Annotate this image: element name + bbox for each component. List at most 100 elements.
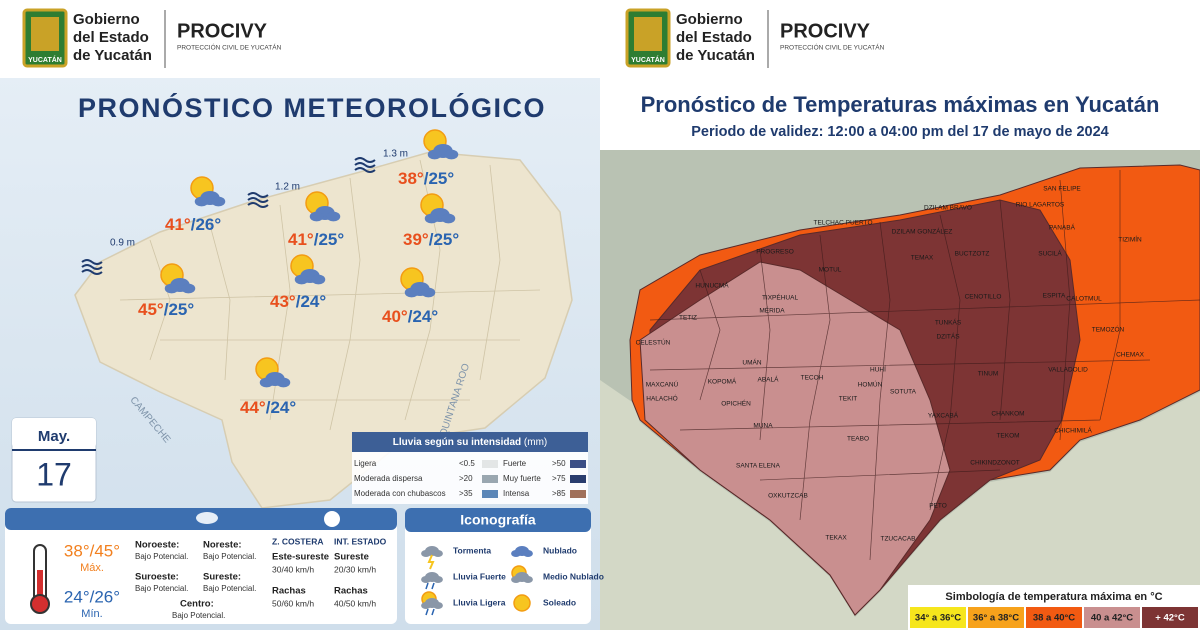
cloud-puff — [211, 196, 226, 207]
brand-subtitle: PROTECCIÓN CIVIL DE YUCATÁN — [780, 43, 885, 52]
cloud-puff — [523, 576, 533, 583]
cloud — [421, 546, 443, 557]
org-name: de Yucatán — [73, 47, 152, 64]
forecast-min: /26° — [191, 215, 222, 234]
place-label: TETIZ — [679, 315, 697, 322]
shield-inner — [31, 17, 59, 51]
cloud — [164, 278, 196, 294]
place-label: TELCHAC PUERTO — [814, 220, 873, 227]
cloud — [424, 208, 456, 224]
gust-label: Rachas — [272, 586, 306, 597]
rain-legend-unit: (mm) — [524, 437, 547, 448]
cloud — [259, 372, 291, 388]
rain-swatch — [482, 490, 498, 498]
left-map-borders — [119, 159, 541, 431]
cloud-puff — [424, 213, 439, 224]
forecast: 44°/24° — [240, 398, 296, 417]
forecast-min: /24° — [266, 398, 297, 417]
region-name: Sureste: — [203, 572, 241, 583]
date-day: 17 — [36, 456, 72, 492]
rain-label: Ligera — [354, 459, 377, 468]
place-label: YAXCABÁ — [928, 411, 959, 420]
rain-label: Moderada con chubascos — [354, 489, 446, 498]
rain-legend-title-bar — [352, 432, 588, 452]
cloud — [511, 572, 533, 583]
legend-swatch — [1142, 607, 1198, 628]
thermo-bulb — [30, 594, 50, 614]
place-label: TZUCACAB — [880, 536, 915, 543]
place-label: PROGRESO — [756, 249, 794, 256]
cloud-puff — [433, 576, 443, 583]
place-label: CHICHIMILÁ — [1054, 426, 1092, 435]
region-name: Noroeste: — [135, 540, 179, 551]
cloud-puff — [421, 602, 431, 609]
legend-swatch — [1084, 607, 1140, 628]
cloud — [511, 546, 533, 557]
cloud-puff — [421, 550, 431, 557]
forecast: 45°/25° — [138, 300, 194, 319]
place-label: MOTUL — [819, 267, 842, 274]
legend-swatch — [1026, 607, 1082, 628]
place-label: ABALÁ — [758, 375, 780, 384]
temp-max: 38°/45° — [64, 541, 120, 560]
region-value: Bajo Potencial. — [203, 552, 256, 561]
forecast-max: 40° — [382, 307, 408, 326]
compass-icon — [324, 511, 340, 527]
place-label: CALOTMUL — [1066, 296, 1102, 303]
shield-inner — [634, 17, 662, 51]
wave-height: 1.2 m — [275, 182, 300, 193]
cloud — [421, 598, 443, 609]
wave-icon — [354, 162, 376, 168]
wave-icon — [354, 157, 376, 163]
place-label: TUNKÁS — [935, 318, 962, 327]
forecast-max: 41° — [165, 215, 191, 234]
temp-legend-title: Simbología de temperatura máxima en °C — [945, 591, 1162, 603]
icon-label: Lluvia Fuerte — [453, 571, 506, 581]
shield-label: YUCATÁN — [631, 55, 665, 64]
region-value: Bajo Potencial. — [172, 611, 225, 620]
legend-label: 34° a 36°C — [915, 613, 961, 624]
wave-icon — [247, 197, 269, 203]
region-name: Centro: — [180, 599, 214, 610]
left-title: PRONÓSTICO METEOROLÓGICO — [78, 92, 546, 123]
legend-label: 36° a 38°C — [973, 613, 1019, 624]
place-label: TEABO — [847, 436, 869, 443]
thermo-mercury — [37, 570, 43, 606]
legend-swatch — [968, 607, 1024, 628]
place-label: DZILAM GONZÁLEZ — [892, 227, 953, 236]
wave-icon — [354, 167, 376, 173]
forecast-max: 41° — [288, 230, 314, 249]
cloud-puff — [404, 287, 419, 298]
rain-legend-title-text: Lluvia según su intensidad — [393, 437, 521, 448]
place-label: TECOH — [801, 375, 824, 382]
cloud — [421, 572, 443, 583]
place-label: HOMÚN — [858, 380, 883, 389]
sun — [513, 594, 531, 612]
legend-swatch — [910, 607, 966, 628]
place-label: CENOTILLO — [965, 294, 1002, 301]
gust-speed: 40/50 km/h — [334, 598, 376, 608]
cloud-puff — [259, 377, 274, 388]
cloud-puff — [511, 576, 521, 583]
icon-label: Soleado — [543, 597, 576, 607]
icon-box-header — [405, 508, 591, 532]
rain-label: Intensa — [503, 489, 530, 498]
place-label: CHIKINDZONOT — [970, 460, 1020, 467]
cloud-puff — [294, 274, 309, 285]
place-label: MUNA — [753, 423, 773, 430]
rain-swatch — [570, 490, 586, 498]
cloud-puff — [326, 211, 341, 222]
cloud — [427, 144, 459, 160]
place-label: MÉRIDA — [759, 306, 785, 315]
forecast-min: /24° — [408, 307, 439, 326]
place-label: TINUM — [978, 371, 999, 378]
date-month: May. — [38, 428, 70, 445]
brand: PROCIVY — [780, 20, 871, 42]
wind-heading: INT. ESTADO — [334, 536, 387, 546]
forecast: 40°/24° — [382, 307, 438, 326]
rain-threshold: >20 — [459, 474, 473, 483]
icon-box — [405, 508, 591, 624]
rain-swatch — [482, 460, 498, 468]
forecast-min: /25° — [314, 230, 345, 249]
